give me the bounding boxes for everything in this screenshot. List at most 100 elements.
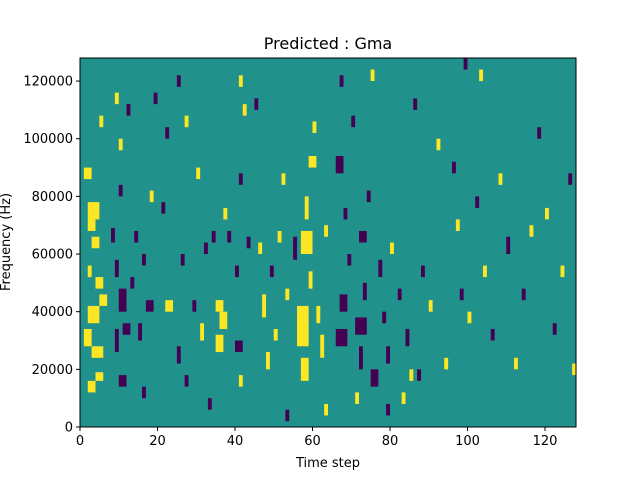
heatmap-cell-42	[215, 334, 224, 353]
heatmap-cell-106	[521, 288, 526, 301]
heatmap-cell-61	[293, 236, 298, 260]
heatmap-cell-105	[514, 357, 518, 370]
heatmap-cell-97	[455, 219, 460, 231]
heatmap-cell-99	[467, 311, 472, 324]
heatmap-cell-91	[413, 98, 418, 110]
y-tick-label-6: 120000	[23, 75, 73, 90]
heatmap-cell-71	[324, 225, 329, 237]
heatmap-cell-17	[118, 288, 127, 312]
x-tick-label-5: 100	[455, 434, 480, 449]
x-tick-label-3: 60	[304, 434, 321, 449]
y-axis-label: Frequency (Hz)	[0, 193, 14, 291]
heatmap-cell-96	[452, 161, 456, 174]
heatmap-cell-45	[223, 207, 228, 220]
heatmap-cell-115	[463, 58, 468, 70]
heatmap-cell-65	[304, 196, 309, 220]
heatmap-cell-122	[324, 403, 329, 416]
y-tick-label-5: 100000	[23, 132, 73, 147]
x-tick-label-6: 120	[533, 434, 558, 449]
heatmap-cell-3	[87, 265, 92, 278]
heatmap-cell-68	[312, 121, 317, 133]
heatmap-cell-119	[370, 69, 375, 82]
heatmap-cell-94	[436, 138, 441, 151]
heatmap-cell-26	[142, 386, 146, 399]
heatmap-cell-75	[335, 156, 344, 174]
plot-frame	[79, 57, 577, 428]
heatmap-cell-28	[142, 254, 146, 266]
heatmap-cell-51	[238, 375, 243, 387]
heatmap-cell-76	[347, 254, 352, 266]
heatmap-cell-93	[428, 300, 433, 312]
heatmap-cell-81	[359, 230, 367, 243]
heatmap-cell-52	[246, 236, 251, 249]
heatmap-cell-55	[266, 352, 270, 370]
heatmap-cell-110	[552, 323, 557, 335]
y-tick-label-3: 60000	[32, 248, 73, 263]
heatmap-cell-107	[529, 225, 534, 237]
heatmap-background	[80, 58, 576, 427]
heatmap-cell-9	[87, 380, 96, 393]
heatmap-cell-87	[390, 242, 394, 255]
heatmap-cell-5	[99, 294, 108, 306]
heatmap-cell-82	[366, 190, 371, 203]
heatmap-cell-2	[91, 236, 100, 249]
heatmap-cell-78	[355, 317, 367, 335]
heatmap-cell-124	[254, 98, 259, 110]
heatmap-cell-128	[153, 92, 158, 105]
heatmap-cell-59	[281, 173, 286, 185]
heatmap-cell-74	[343, 207, 348, 220]
heatmap-cell-103	[498, 173, 503, 185]
heatmap-cell-1	[87, 219, 96, 231]
heatmap-cell-48	[242, 104, 247, 116]
heatmap-cell-35	[176, 346, 181, 364]
heatmap-cell-102	[490, 328, 495, 341]
heatmap-cell-95	[444, 357, 449, 370]
heatmap-cell-34	[180, 254, 185, 266]
heatmap-cell-21	[126, 104, 131, 116]
heatmap-cell-40	[204, 242, 208, 255]
heatmap-cell-37	[192, 300, 197, 312]
heatmap-cell-36	[184, 375, 189, 387]
heatmap-cell-101	[483, 265, 487, 278]
heatmap-cell-20	[118, 375, 127, 387]
heatmap-cell-109	[545, 207, 549, 220]
plot-area	[79, 57, 577, 428]
heatmap-cell-86	[386, 346, 391, 364]
heatmap-cell-24	[130, 277, 135, 289]
heatmap-cell-44	[219, 311, 228, 329]
heatmap-cell-121	[339, 75, 344, 87]
heatmap-cell-12	[99, 115, 104, 128]
heatmap-cell-31	[165, 127, 170, 139]
heatmap-cell-54	[262, 294, 267, 318]
heatmap-cell-112	[568, 173, 573, 185]
heatmap-cell-89	[405, 328, 410, 347]
heatmap-cell-43	[215, 300, 224, 312]
x-tick-label-0: 0	[76, 434, 84, 449]
heatmap-cell-18	[122, 323, 131, 335]
heatmap-cell-25	[138, 323, 143, 341]
chart-title: Predicted : Gma	[264, 34, 392, 53]
y-tick-label-4: 80000	[32, 190, 73, 205]
x-tick-label-2: 40	[227, 434, 244, 449]
heatmap-cell-118	[386, 403, 391, 416]
heatmap-cell-15	[111, 228, 115, 243]
heatmap-cell-113	[572, 363, 577, 376]
heatmap-cell-6	[87, 305, 100, 324]
heatmap-cell-80	[362, 282, 367, 301]
heatmap-cell-125	[238, 75, 243, 87]
heatmap-cell-126	[207, 398, 212, 410]
y-axis-ticks: 0 20000 40000 60000 80000 100000 120000	[23, 75, 80, 436]
heatmap-cell-39	[200, 323, 205, 341]
heatmap-cell-92	[421, 265, 425, 278]
x-tick-label-4: 80	[382, 434, 399, 449]
heatmap-cell-53	[258, 242, 263, 255]
heatmap-cell-108	[537, 127, 542, 139]
y-tick-label-2: 40000	[32, 305, 73, 320]
heatmap-cell-104	[506, 236, 511, 255]
heatmap-cell-30	[161, 202, 166, 214]
heatmap-cell-77	[351, 115, 356, 128]
heatmap-cell-14	[118, 138, 123, 151]
heatmap-cell-29	[149, 190, 154, 203]
heatmap-cell-33	[176, 75, 181, 87]
heatmap-cell-8	[91, 346, 104, 358]
